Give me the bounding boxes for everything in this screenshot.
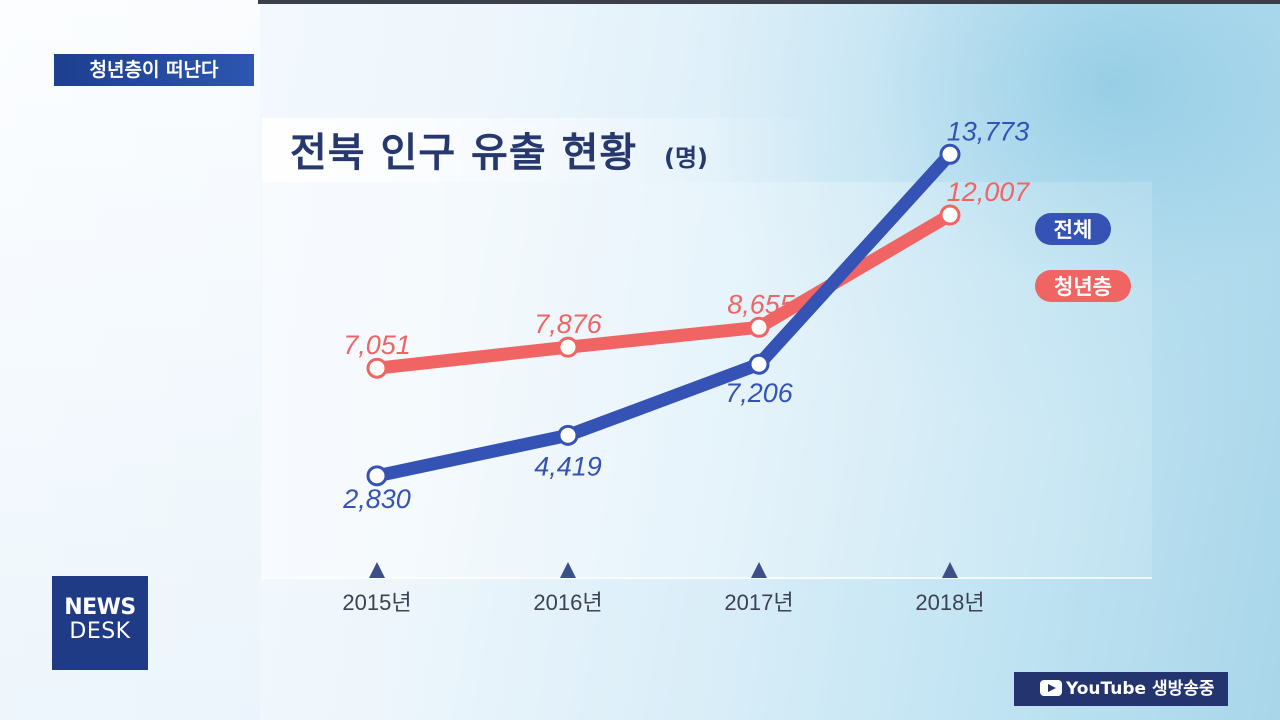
x-tick-label: 2017년	[724, 590, 793, 615]
data-label-youth: 7,051	[343, 330, 411, 360]
play-icon	[1040, 680, 1062, 696]
data-point-total	[557, 424, 579, 446]
x-tick-label: 2015년	[342, 590, 411, 615]
data-label-youth: 8,655	[727, 289, 796, 319]
top-bar	[258, 0, 1280, 4]
legend-label-youth: 청년층	[1054, 275, 1112, 299]
data-label-total: 2,830	[342, 484, 411, 514]
x-tick-label: 2016년	[533, 590, 602, 615]
series-line-youth	[370, 208, 957, 375]
legend-pill-total	[1035, 213, 1111, 245]
legend-pill-youth	[1035, 270, 1131, 302]
logo-line-2: DESK	[69, 619, 131, 644]
data-point-youth	[366, 357, 388, 379]
data-label-total: 4,419	[534, 451, 602, 481]
x-tick-marker	[369, 562, 385, 578]
legend-label-total: 전체	[1054, 218, 1093, 242]
newsdesk-logo: NEWS DESK	[52, 576, 148, 670]
x-tick-label: 2018년	[915, 590, 984, 615]
chart-unit: (명)	[664, 144, 709, 172]
data-point-total	[939, 143, 961, 165]
data-point-total	[748, 353, 770, 375]
topic-tag: 청년층이 떠난다	[54, 54, 254, 86]
title-band	[262, 118, 822, 182]
background-glow	[720, 0, 1280, 420]
chart-title: 전북 인구 유출 현황	[290, 130, 638, 176]
data-point-youth	[557, 336, 579, 358]
youtube-live-badge: YouTube 생방송중	[1014, 672, 1228, 706]
logo-line-1: NEWS	[64, 595, 136, 620]
data-point-youth	[939, 204, 961, 226]
x-tick-marker	[751, 562, 767, 578]
data-label-youth: 12,007	[947, 177, 1031, 207]
data-point-total	[366, 465, 388, 487]
series-line-total	[370, 147, 957, 483]
x-tick-marker	[560, 562, 576, 578]
data-point-youth	[748, 316, 770, 338]
data-label-total: 13,773	[947, 116, 1030, 146]
data-label-youth: 7,876	[534, 309, 603, 339]
youtube-live-text: YouTube 생방송중	[1066, 679, 1215, 699]
data-label-total: 7,206	[725, 378, 794, 408]
x-tick-marker	[942, 562, 958, 578]
